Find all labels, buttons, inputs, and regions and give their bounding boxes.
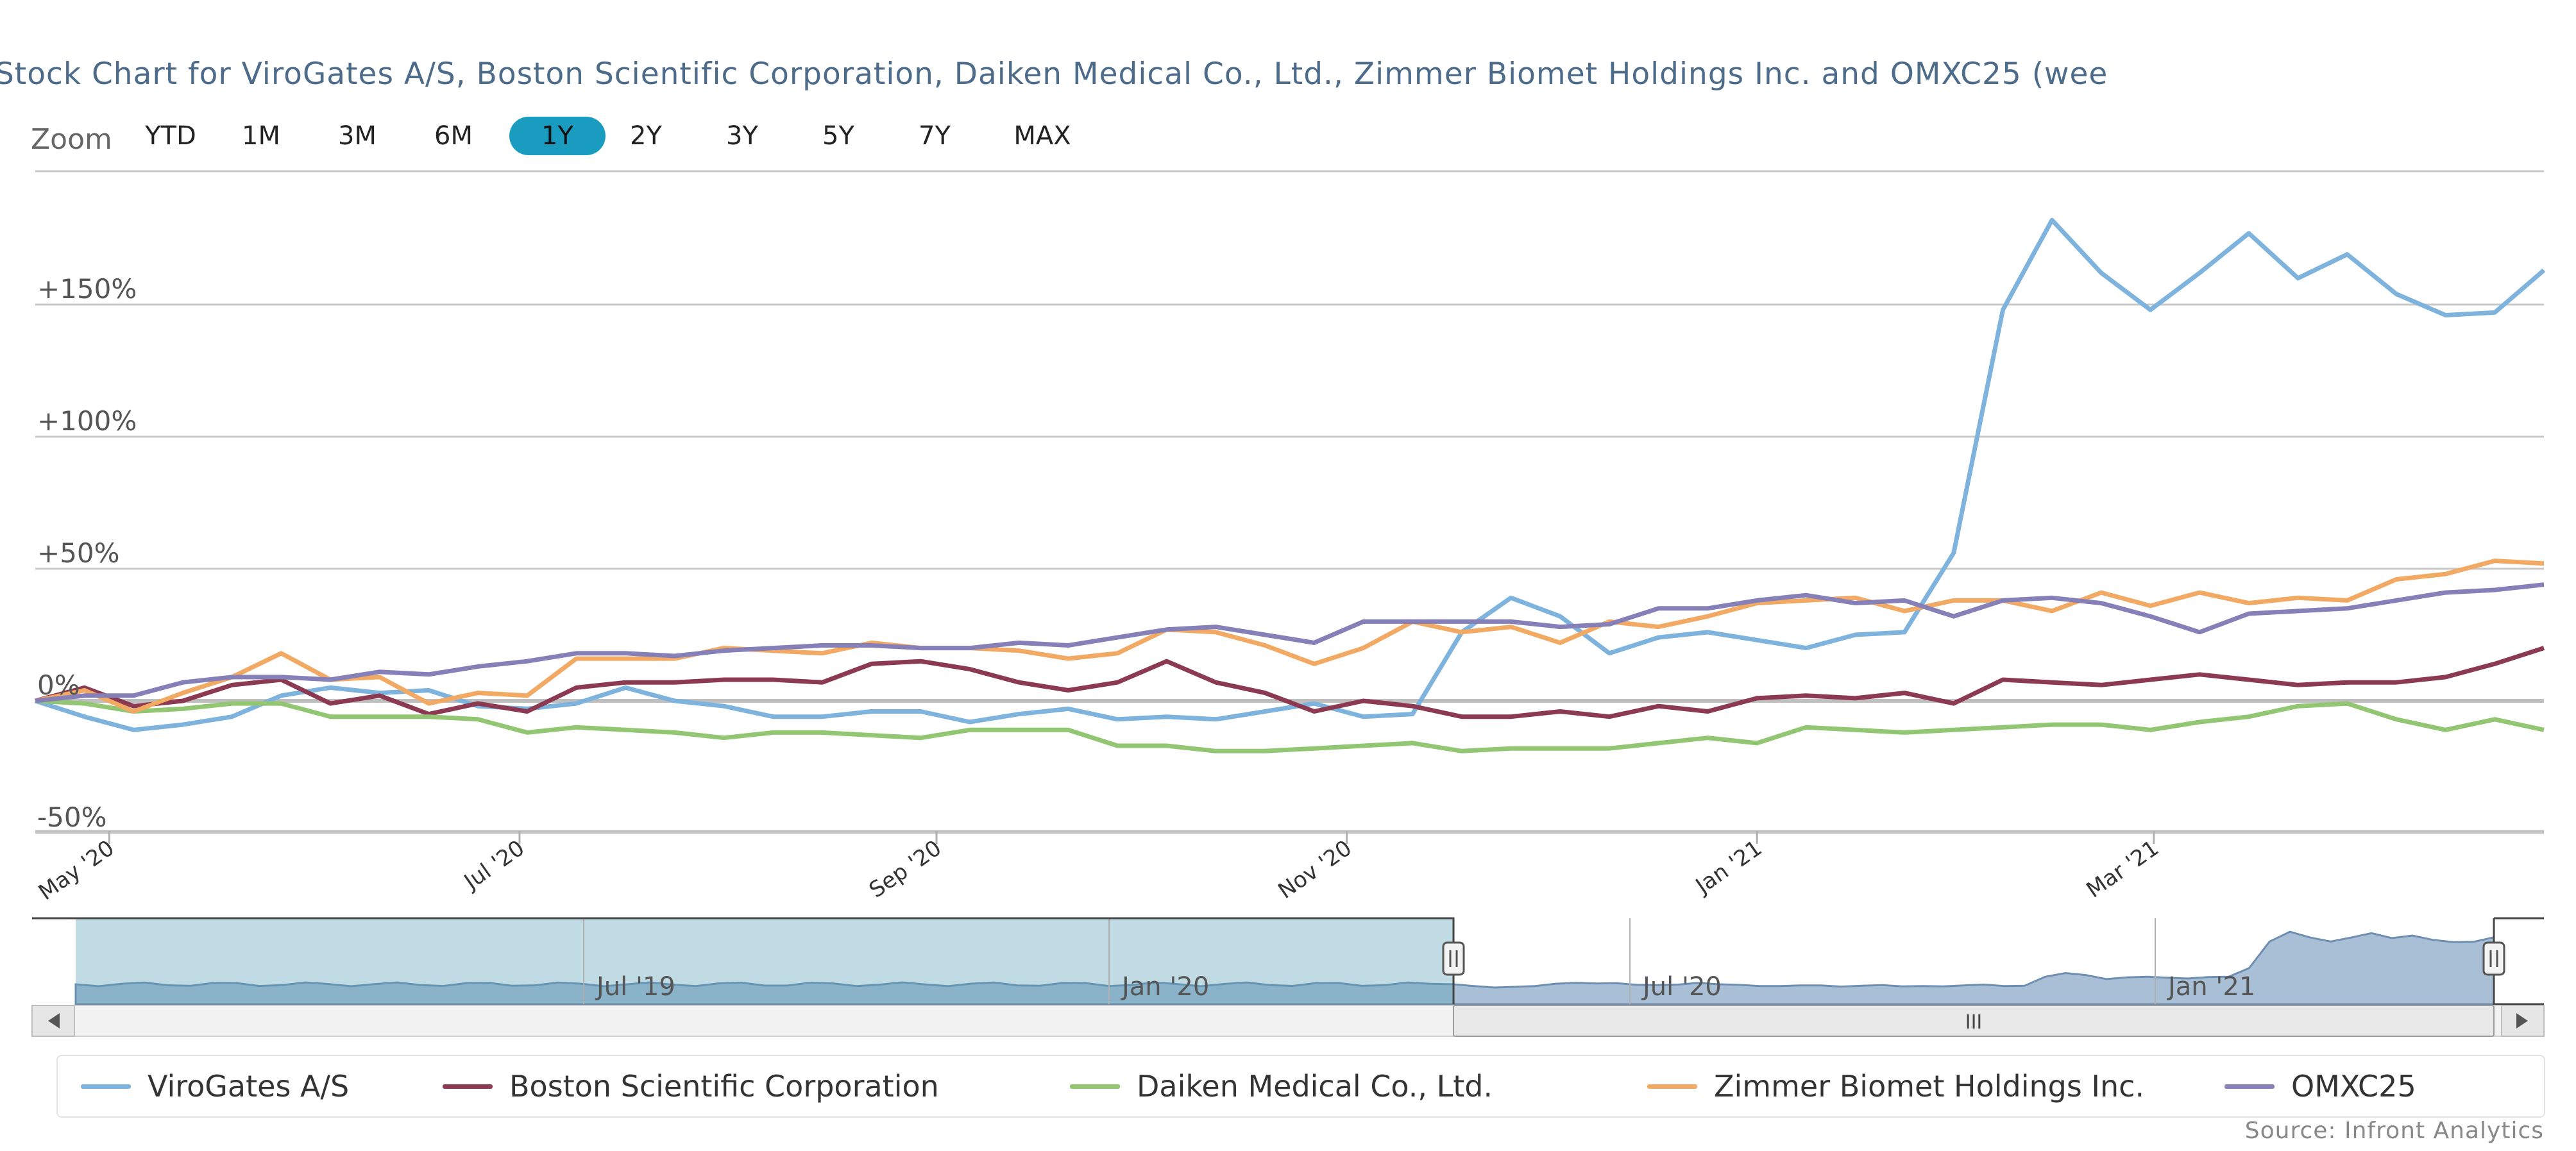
navigator[interactable]: Jul '19 Jan '20 Jul '20 Jan '21 [32, 917, 2544, 1005]
scrollbar-left-arrow[interactable] [31, 1005, 75, 1037]
navigator-series-area [74, 930, 2495, 1005]
chart-title: ased Stock Chart for ViroGates A/S, Bost… [0, 56, 2108, 92]
navigator-masked-left [76, 918, 1453, 1004]
series-line-4[interactable] [35, 582, 2545, 703]
scrollbar-grip: III [1965, 1011, 1983, 1034]
navigator-label: Jul '19 [595, 972, 675, 1002]
legend-item-1[interactable]: Boston Scientific Corporation [443, 1069, 939, 1104]
zoom-1y-button[interactable]: 1Y [509, 117, 606, 155]
arrow-right-icon [2516, 1013, 2528, 1029]
scrollbar-thumb[interactable] [1453, 1005, 2495, 1037]
x-axis: May '20 Jul '20 Sep '20 Nov '20 Jan '21 Mar '… [34, 830, 2544, 905]
navigator-label: Jul '20 [1641, 972, 1722, 1002]
legend-swatch-icon [443, 1084, 493, 1089]
zoom-1m-button[interactable]: 1M [242, 121, 280, 151]
x-tick-label: Sep '20 [865, 836, 946, 903]
zoom-7y-button[interactable]: 7Y [919, 121, 951, 151]
y-tick-label: -50% [37, 802, 107, 833]
zoom-label: Zoom [31, 123, 112, 156]
legend-label: Zimmer Biomet Holdings Inc. [1714, 1069, 2145, 1104]
y-tick-label: +100% [37, 405, 137, 437]
zoom-ytd-button[interactable]: YTD [145, 121, 196, 151]
legend-swatch-icon [1647, 1084, 1697, 1089]
legend-item-4[interactable]: OMXC25 [2224, 1069, 2416, 1104]
series-line-2[interactable] [35, 698, 2545, 753]
navigator-label: Jan '20 [1120, 972, 1209, 1002]
source-credit: Source: Infront Analytics [2244, 1118, 2544, 1144]
x-tick-label: May '20 [34, 836, 119, 905]
legend-label: Boston Scientific Corporation [509, 1069, 939, 1104]
x-tick-label: Jan '21 [1690, 836, 1767, 900]
legend-item-2[interactable]: Daiken Medical Co., Ltd. [1070, 1069, 1493, 1104]
series-line-3[interactable] [35, 559, 2545, 714]
scrollbar[interactable]: III [31, 1005, 2545, 1037]
x-tick-label: Jul '20 [459, 836, 529, 896]
zoom-2y-button[interactable]: 2Y [630, 121, 662, 151]
zoom-5y-button[interactable]: 5Y [822, 121, 854, 151]
x-tick-label: Nov '20 [1274, 836, 1357, 904]
zoom-3y-button[interactable]: 3Y [726, 121, 758, 151]
zoom-6m-button[interactable]: 6M [434, 121, 473, 151]
legend-swatch-icon [1070, 1084, 1120, 1089]
arrow-left-icon [48, 1013, 60, 1029]
legend-item-0[interactable]: ViroGates A/S [81, 1069, 349, 1104]
y-tick-label: +50% [37, 537, 120, 569]
series-layer [34, 217, 2546, 753]
legend-label: ViroGates A/S [148, 1069, 350, 1104]
series-line-1[interactable] [35, 646, 2545, 719]
y-tick-label: +150% [37, 273, 137, 305]
gridlines [35, 170, 2544, 834]
navigator-label: Jan '21 [2166, 972, 2255, 1002]
legend-label: Daiken Medical Co., Ltd. [1137, 1069, 1493, 1104]
legend-swatch-icon [81, 1084, 131, 1089]
zoom-3m-button[interactable]: 3M [338, 121, 377, 151]
legend: ViroGates A/S Boston Scientific Corporati… [56, 1055, 2545, 1118]
x-tick-label: Mar '21 [2082, 836, 2164, 903]
zoom-max-button[interactable]: MAX [1013, 121, 1071, 151]
legend-item-3[interactable]: Zimmer Biomet Holdings Inc. [1647, 1069, 2144, 1104]
legend-label: OMXC25 [2291, 1069, 2416, 1104]
legend-swatch-icon [2224, 1084, 2275, 1089]
navigator-right-handle[interactable] [2482, 941, 2505, 976]
y-tick-label: 0% [37, 669, 80, 701]
chart-plot-area: -50% 0% +50% +100% +150% May '20 Jul '20 Sep '… [31, 170, 2546, 1037]
navigator-left-handle[interactable] [1442, 941, 1465, 976]
y-axis-labels: -50% 0% +50% +100% +150% [37, 273, 137, 833]
